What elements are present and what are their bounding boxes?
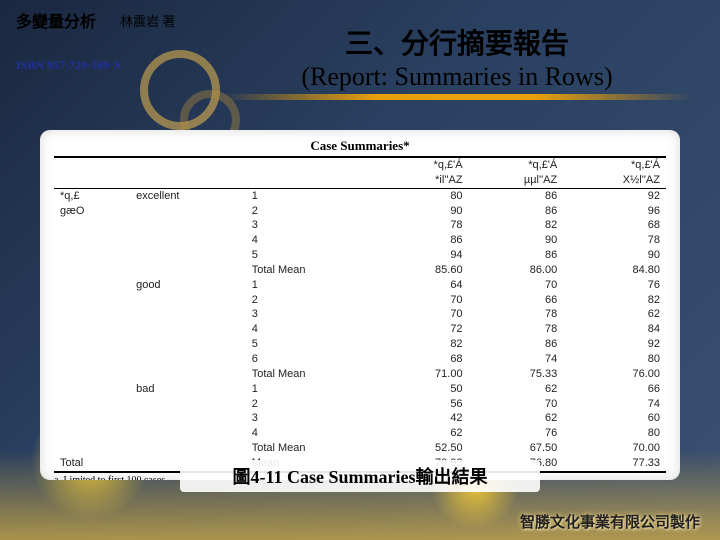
subtotal-row: Total Mean52.5067.5070.00 <box>54 441 666 456</box>
table-row: 3426260 <box>54 411 666 426</box>
subtotal-row: Total Mean71.0075.3376.00 <box>54 367 666 382</box>
table-row: 2706682 <box>54 293 666 308</box>
table-row: gæO2908696 <box>54 204 666 219</box>
table-row: 4869078 <box>54 233 666 248</box>
case-summaries-table: *q,£'Á*il''AZ*q,£'Áµµl''AZ*q,£'ÁX½l''AZ*… <box>54 156 666 473</box>
figure-caption: 圖4-11 Case Summaries輸出結果 <box>180 460 540 492</box>
table-row: 5948690 <box>54 248 666 263</box>
table-row: 5828692 <box>54 337 666 352</box>
table-row: 6687480 <box>54 352 666 367</box>
author: 林震岩 著 <box>120 11 175 30</box>
table-row: good1647076 <box>54 278 666 293</box>
table-row: *q,£excellent1808692 <box>54 188 666 203</box>
slide-title: 三、分行摘要報告 (Report: Summaries in Rows) <box>222 22 692 100</box>
table-row: 2567074 <box>54 397 666 412</box>
book-title: 多變量分析 <box>16 8 96 32</box>
isbn: ISBN 957-729-569-X <box>16 58 122 73</box>
table-row: 3788268 <box>54 218 666 233</box>
table-title: Case Summaries* <box>54 138 666 154</box>
table-row: bad1506266 <box>54 382 666 397</box>
publisher-footer: 智勝文化事業有限公司製作 <box>520 511 700 532</box>
content-panel: Case Summaries* *q,£'Á*il''AZ*q,£'Áµµl''… <box>40 130 680 480</box>
table-row: 3707862 <box>54 307 666 322</box>
title-cn: 三、分行摘要報告 <box>222 22 692 62</box>
table-row: 4727884 <box>54 322 666 337</box>
subtotal-row: Total Mean85.6086.0084.80 <box>54 263 666 278</box>
title-en: (Report: Summaries in Rows) <box>222 62 692 92</box>
table-row: 4627680 <box>54 426 666 441</box>
